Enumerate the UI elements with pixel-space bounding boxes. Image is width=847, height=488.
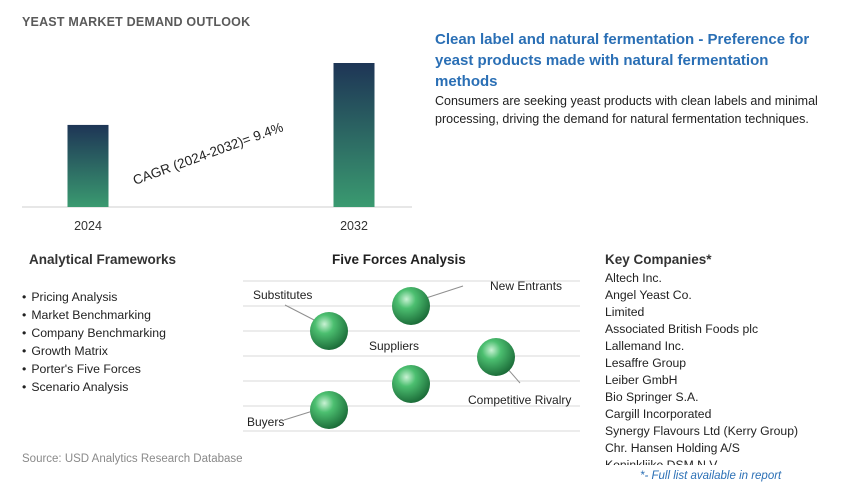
company-item: Lallemand Inc. — [605, 339, 685, 353]
cagr-annotation: CAGR (2024-2032)= 9.4% — [131, 119, 285, 187]
company-item: Associated British Foods plc — [605, 322, 759, 336]
bar-2024 — [67, 124, 109, 207]
chart-title: YEAST MARKET DEMAND OUTLOOK — [22, 15, 251, 29]
company-item: Limited — [605, 305, 645, 319]
new-entrants-sphere — [392, 287, 430, 325]
source-note: Source: USD Analytics Research Database — [22, 453, 243, 465]
five-forces-title: Five Forces Analysis — [332, 252, 466, 267]
analytical-frameworks-list: Pricing Analysis Market Benchmarking Com… — [22, 288, 166, 396]
suppliers-sphere — [392, 365, 430, 403]
buyers-sphere — [310, 391, 348, 429]
substitutes-sphere — [310, 312, 348, 350]
competitive-rivalry-sphere — [477, 338, 515, 376]
framework-item: Porter's Five Forces — [22, 360, 166, 378]
company-item: Synergy Flavours Ltd (Kerry Group) — [605, 424, 799, 438]
guide-lines — [243, 280, 580, 432]
x-tick-label: 2032 — [340, 219, 368, 233]
key-companies-title: Key Companies* — [605, 252, 712, 267]
key-companies-list: Altech Inc. Angel Yeast Co. Limited Asso… — [605, 270, 805, 465]
company-item: Cargill Incorporated — [605, 407, 712, 421]
headline: Clean label and natural fermentation - P… — [435, 31, 810, 90]
suppliers-label: Suppliers — [369, 339, 419, 353]
company-item: Leiber GmbH — [605, 373, 678, 387]
full-list-footnote: *- Full list available in report — [640, 470, 782, 482]
substitutes-label: Substitutes — [253, 288, 312, 302]
x-tick-label: 2024 — [74, 219, 102, 233]
company-item: Altech Inc. — [605, 271, 662, 285]
framework-item: Scenario Analysis — [22, 378, 166, 396]
bar-2032 — [333, 63, 375, 207]
bar-chart: 2024 2032 CAGR (2024-2032)= 9.4% — [22, 63, 412, 233]
framework-item: Market Benchmarking — [22, 306, 166, 324]
competitive-rivalry-label: Competitive Rivalry — [468, 393, 571, 407]
company-item: Lesaffre Group — [605, 356, 687, 370]
company-item: Chr. Hansen Holding A/S — [605, 441, 740, 455]
framework-item: Pricing Analysis — [22, 288, 166, 306]
buyers-label: Buyers — [247, 415, 284, 429]
connectors — [283, 285, 521, 421]
company-item: Koninklijke DSM N.V. — [605, 458, 720, 465]
framework-item: Company Benchmarking — [22, 324, 166, 342]
description: Consumers are seeking yeast products wit… — [435, 94, 818, 126]
analytical-frameworks-title: Analytical Frameworks — [29, 252, 177, 267]
key-companies-box: Altech Inc. Angel Yeast Co. Limited Asso… — [605, 270, 805, 465]
framework-item: Growth Matrix — [22, 342, 166, 360]
company-item: Bio Springer S.A. — [605, 390, 699, 404]
company-item: Angel Yeast Co. — [605, 288, 692, 302]
new-entrants-label: New Entrants — [490, 279, 562, 293]
